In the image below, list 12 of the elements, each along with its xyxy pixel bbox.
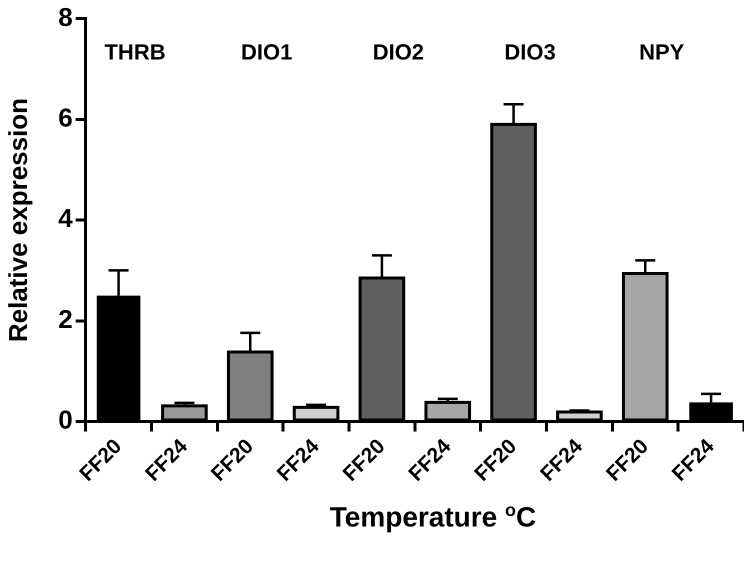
y-axis-title: Relative expression xyxy=(2,98,33,342)
x-axis-title: Temperature $^{o}$C xyxy=(328,500,538,534)
annotation: DIO2 xyxy=(372,40,424,65)
annotation: DIO3 xyxy=(504,40,556,65)
annotation: THRB xyxy=(104,40,166,65)
y-tick-label: 0 xyxy=(58,404,73,435)
y-tick-label: 2 xyxy=(58,304,73,334)
y-tick-label: 4 xyxy=(58,203,74,234)
y-tick-label: 8 xyxy=(58,2,73,32)
annotation: NPY xyxy=(639,40,685,65)
y-tick-label: 6 xyxy=(58,102,73,133)
annotation: DIO1 xyxy=(241,40,292,65)
